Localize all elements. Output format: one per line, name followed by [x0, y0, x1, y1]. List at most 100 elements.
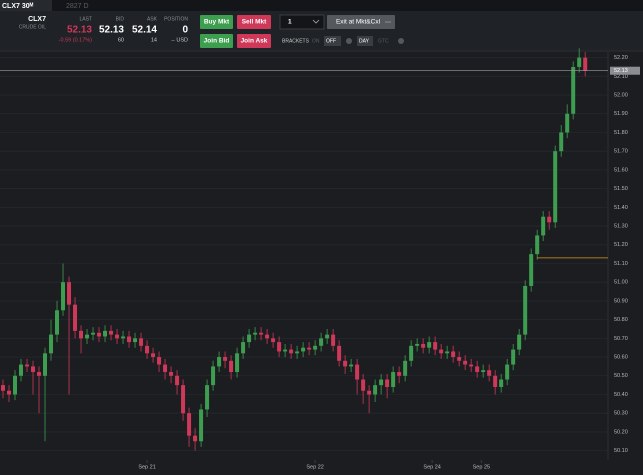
- candle-body: [475, 366, 480, 373]
- candle-body: [205, 385, 210, 410]
- candle-body: [493, 375, 498, 388]
- y-tick-label: 51.30: [614, 224, 628, 230]
- brackets-on[interactable]: ON: [312, 38, 320, 44]
- y-tick-label: 52.10: [614, 74, 628, 80]
- brackets-off-box[interactable]: [324, 36, 341, 46]
- y-tick-label: 50.90: [614, 298, 628, 304]
- candle-body: [127, 336, 132, 343]
- y-tick-label: 52.20: [614, 55, 628, 61]
- candle-body: [385, 379, 390, 388]
- candle-body: [565, 113, 570, 133]
- join-bid-button[interactable]: [200, 34, 233, 48]
- quantity-value[interactable]: 1: [288, 19, 292, 26]
- candle-body: [463, 360, 468, 365]
- x-tick-label: Sep 21: [138, 464, 155, 470]
- candle-body: [559, 132, 564, 152]
- candle-body: [55, 310, 60, 335]
- position-label: POSITION: [164, 16, 188, 22]
- candle-body: [157, 357, 162, 365]
- candle-body: [25, 364, 30, 367]
- candle-body: [391, 372, 396, 388]
- tif-day[interactable]: DAY: [359, 38, 370, 44]
- candle-body: [277, 342, 282, 352]
- candle-body: [373, 385, 378, 395]
- candle-body: [199, 409, 204, 442]
- candle-body: [331, 334, 336, 346]
- y-tick-label: 51.20: [614, 242, 628, 248]
- tab-strip: [0, 0, 643, 11]
- sell-mkt-label[interactable]: Sell Mkt: [242, 19, 267, 26]
- y-tick-label: 52.00: [614, 92, 628, 98]
- candle-body: [499, 379, 504, 388]
- change: -0.59 (0.17%): [59, 37, 92, 43]
- candle-body: [115, 334, 120, 339]
- candle-body: [79, 330, 84, 339]
- bid-price: 52.13: [99, 25, 124, 36]
- candle-body: [253, 332, 258, 335]
- last-label: LAST: [79, 16, 92, 22]
- candle-body: [181, 385, 186, 414]
- exit-button[interactable]: [327, 15, 395, 29]
- day-box[interactable]: [357, 36, 373, 46]
- join-bid-label[interactable]: Join Bid: [204, 38, 230, 45]
- candle-body: [121, 336, 126, 339]
- candle-body: [187, 413, 192, 436]
- candle-body: [433, 342, 438, 350]
- y-tick-label: 51.50: [614, 186, 628, 192]
- description: CRUDE OIL: [19, 24, 46, 30]
- dropdown-chevron[interactable]: [312, 19, 320, 24]
- candle-body: [505, 364, 510, 380]
- candle-body: [247, 334, 252, 343]
- y-tick-label: 50.40: [614, 392, 628, 398]
- buy-mkt-label[interactable]: Buy Mkt: [204, 19, 230, 26]
- brackets-off[interactable]: OFF: [326, 38, 336, 44]
- candle-body: [553, 151, 558, 223]
- candle-body: [415, 343, 420, 346]
- tab[interactable]: CLX7 30ᴹ: [2, 3, 34, 10]
- y-tick-label: 50.60: [614, 355, 628, 361]
- candle-body: [211, 366, 216, 386]
- last-price: 52.13: [67, 25, 92, 36]
- candle-body: [49, 334, 54, 354]
- y-tick-label: 51.10: [614, 261, 628, 267]
- x-tick-label: Sep 22: [306, 464, 323, 470]
- sell-mkt-button[interactable]: [237, 15, 271, 29]
- candle-body: [85, 334, 90, 339]
- candle-body: [319, 338, 324, 346]
- info-icon[interactable]: [398, 38, 404, 44]
- candle-body: [397, 372, 402, 376]
- quantity-select[interactable]: [279, 14, 325, 30]
- exit-label[interactable]: Exit at Mkt&Cxl: [336, 19, 381, 26]
- candle-body: [427, 342, 432, 348]
- candle-body: [469, 364, 474, 367]
- tif-gtc[interactable]: GTC: [378, 38, 389, 44]
- tab[interactable]: 2827 D: [66, 3, 89, 10]
- tab-active[interactable]: [0, 0, 52, 11]
- join-ask-label[interactable]: Join Ask: [241, 38, 268, 45]
- candle-body: [163, 364, 168, 373]
- last-price-tag-label: 52.13: [614, 68, 628, 74]
- candle-body: [61, 282, 66, 311]
- y-tick-label: 50.50: [614, 373, 628, 379]
- buy-mkt-button[interactable]: [200, 15, 233, 29]
- y-tick-label: 50.10: [614, 448, 628, 454]
- last-price-tag: [610, 66, 640, 75]
- candle-body: [169, 372, 174, 376]
- join-ask-button[interactable]: [237, 34, 271, 48]
- candle-body: [91, 332, 96, 335]
- info-icon[interactable]: [346, 38, 352, 44]
- y-tick-label: 50.20: [614, 429, 628, 435]
- candle-body: [529, 254, 534, 286]
- candle-body: [409, 345, 414, 361]
- candle-body: [307, 347, 312, 350]
- candle-body: [361, 379, 366, 391]
- brackets-label: BRACKETS: [282, 38, 310, 44]
- candle-body: [343, 360, 348, 367]
- candle-body: [289, 349, 294, 354]
- candle-body: [97, 332, 102, 337]
- candle-body: [31, 366, 36, 373]
- candle-body: [193, 435, 198, 442]
- candle-body: [37, 372, 42, 376]
